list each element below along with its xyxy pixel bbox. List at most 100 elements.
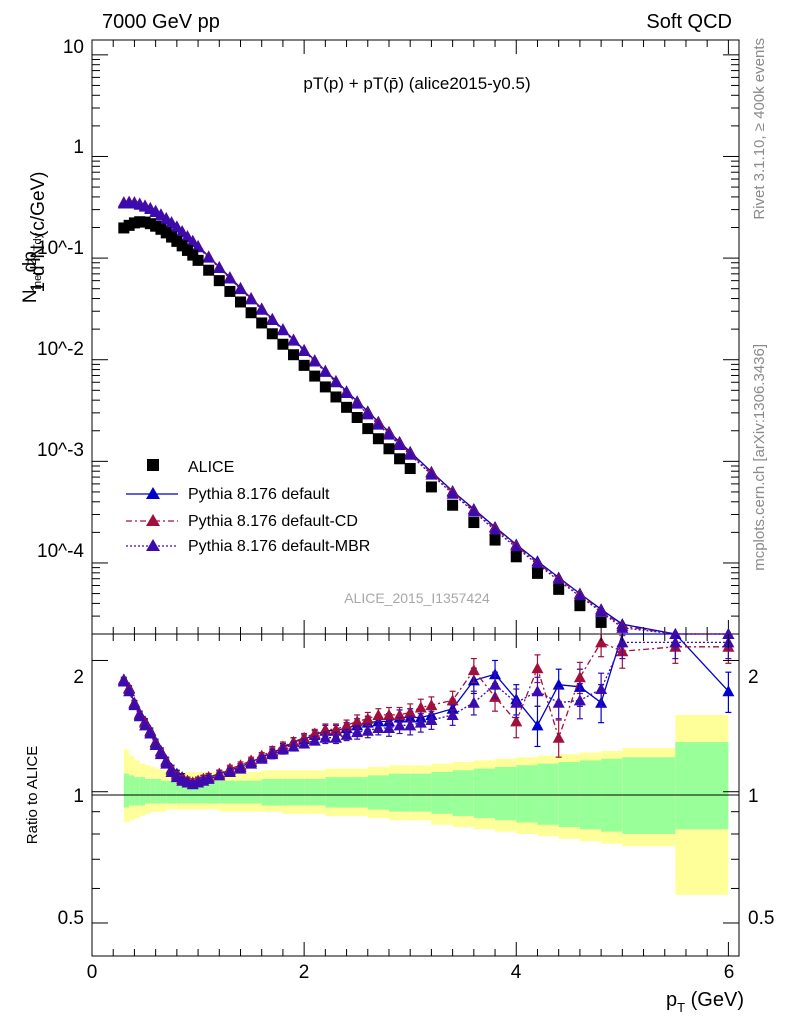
ratio-ytick-label-right: 0.5 [748, 908, 774, 929]
xtick-label: 6 [724, 962, 735, 983]
ratio-band-inner [187, 780, 199, 804]
ratio-band-inner [410, 773, 432, 812]
xtick-label: 0 [87, 962, 98, 983]
ratio-point-mbr [245, 757, 258, 769]
main-point-alice [468, 517, 480, 529]
main-ytick-label: 10^-1 [37, 238, 84, 259]
main-point-mbr [165, 217, 178, 229]
main-point-mbr [186, 236, 199, 248]
main-point-alice [351, 412, 363, 424]
side-rivet-label: Rivet 3.1.10, ≥ 400k events [751, 38, 768, 220]
main-point-mbr [510, 541, 523, 553]
main-point-mbr [223, 272, 236, 284]
analysis-id: ALICE_2015_I1357424 [344, 590, 490, 606]
ratio-point-mbr [234, 762, 247, 774]
ratio-band-inner [304, 778, 326, 806]
main-point-alice [372, 433, 384, 445]
main-point-mbr [181, 231, 194, 243]
ratio-band-inner [388, 773, 411, 812]
ratio-point-cd [552, 731, 565, 743]
main-point-mbr [351, 397, 364, 409]
ratio-band-inner [123, 773, 130, 808]
ratio-band-inner [675, 742, 729, 830]
main-point-alice [224, 285, 236, 297]
ratio-ytick-label: 1 [73, 786, 84, 807]
ratio-point-mbr [669, 636, 682, 648]
main-point-mbr [170, 221, 183, 233]
legend-label-mbr: Pythia 8.176 default-MBR [188, 538, 370, 555]
main-point-alice [266, 328, 278, 340]
ratio-point-mbr [404, 719, 417, 731]
main-y-axis-label: 1d2N(c/GeV) [25, 171, 49, 292]
main-point-mbr [266, 313, 279, 325]
ratio-band-inner [176, 780, 188, 804]
svg-text:NineldpTdy: NineldpTdy [20, 232, 44, 303]
ratio-point-default [531, 719, 544, 731]
ratio-point-mbr [266, 748, 279, 760]
ratio-point-cd [404, 706, 417, 718]
main-point-alice [309, 370, 321, 382]
main-point-mbr [245, 293, 258, 305]
main-point-alice [319, 381, 331, 393]
main-point-mbr [176, 226, 189, 238]
ratio-band-inner [346, 777, 368, 808]
main-line-default [123, 200, 729, 635]
main-point-mbr [616, 621, 629, 633]
main-point-mbr [287, 334, 300, 346]
main-point-alice [595, 616, 607, 628]
main-point-mbr [298, 344, 311, 356]
ratio-point-mbr [489, 678, 502, 690]
ratio-point-mbr [531, 685, 544, 697]
main-point-mbr [340, 387, 353, 399]
ratio-y-axis-label: Ratio to ALICE [24, 746, 41, 844]
ratio-point-mbr [446, 708, 459, 720]
ratio-point-cd [446, 694, 459, 706]
ratio-band-inner [452, 770, 474, 816]
ratio-band-inner [367, 775, 389, 810]
ratio-band-inner [325, 777, 347, 808]
main-point-alice [277, 338, 289, 350]
ratio-point-mbr [414, 716, 427, 728]
side-mcplots-label: mcplots.cern.ch [arXiv:1306.3436] [751, 344, 768, 571]
ratio-band-inner [240, 780, 262, 804]
ratio-point-mbr [319, 731, 332, 743]
main-point-mbr [255, 303, 268, 315]
main-point-alice [213, 275, 225, 287]
ratio-point-default [722, 685, 735, 697]
main-point-mbr [573, 590, 586, 602]
main-point-alice [234, 296, 246, 308]
ratio-point-mbr [144, 727, 157, 739]
main-point-mbr [382, 428, 395, 440]
ratio-point-mbr [213, 769, 226, 781]
ratio-point-cd [361, 712, 374, 724]
ratio-point-default [552, 678, 565, 690]
legend-label-default: Pythia 8.176 default [188, 486, 330, 503]
main-point-mbr [372, 418, 385, 430]
legend-marker-cd [146, 514, 160, 526]
ratio-ytick-label-right: 2 [748, 667, 759, 688]
main-ytick-label: 10^-3 [37, 440, 84, 461]
main-point-alice [192, 254, 204, 266]
main-point-mbr [467, 505, 480, 517]
main-point-alice [489, 534, 501, 546]
ratio-point-cd [595, 636, 608, 648]
main-point-alice [298, 359, 310, 371]
ratio-point-mbr [223, 765, 236, 777]
legend: ALICE Pythia 8.176 default Pythia 8.176 … [126, 459, 370, 555]
main-point-alice [574, 600, 586, 612]
main-ytick-label: 10^-2 [37, 339, 84, 360]
ratio-point-mbr [351, 726, 364, 738]
ratio-point-cd [298, 731, 311, 743]
legend-label-cd: Pythia 8.176 default-CD [188, 513, 358, 530]
ratio-point-cd [425, 699, 438, 711]
ratio-series-layer [117, 633, 735, 790]
ratio-point-mbr [133, 710, 146, 722]
ratio-point-cd [510, 715, 523, 727]
ratio-ytick-label: 2 [73, 667, 84, 688]
ratio-point-cd [573, 671, 586, 683]
ratio-point-cd [467, 664, 480, 676]
ratio-point-mbr [361, 724, 374, 736]
ratio-point-mbr [510, 696, 523, 708]
legend-marker-default [146, 487, 160, 499]
main-point-mbr [595, 605, 608, 617]
